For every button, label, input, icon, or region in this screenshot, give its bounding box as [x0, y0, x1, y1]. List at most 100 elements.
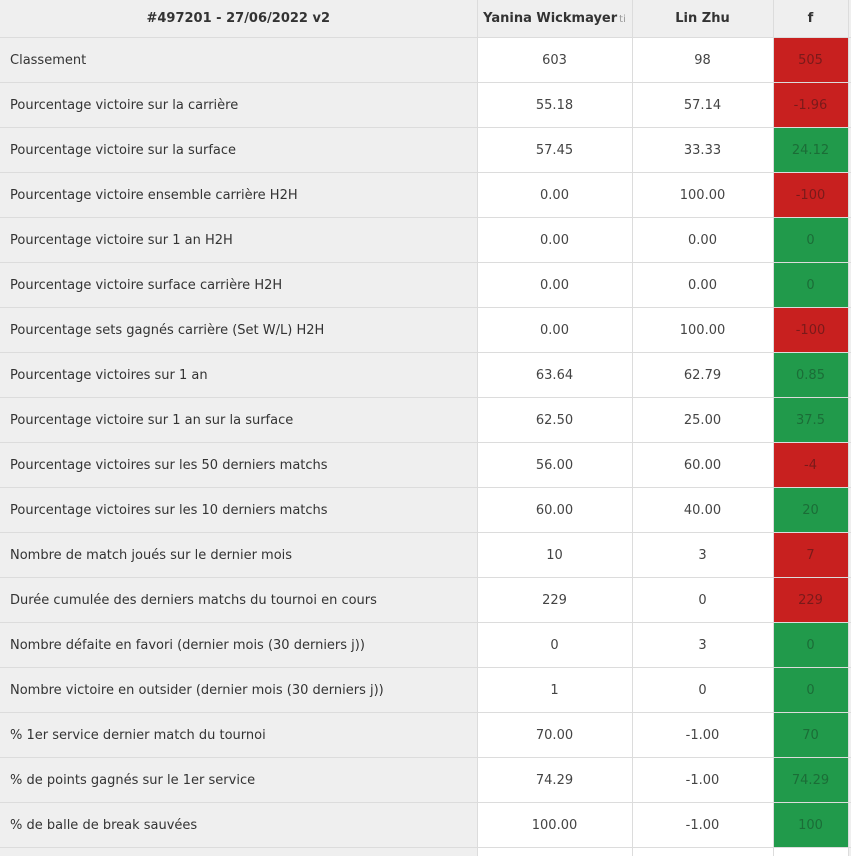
player2-value: 62.79 [632, 353, 773, 398]
row-label: Pourcentage victoire sur 1 an H2H [0, 218, 477, 263]
player1-value: 70.00 [477, 713, 632, 758]
player1-value: 62.50 [477, 398, 632, 443]
row-label: Pourcentage victoires sur 1 an [0, 353, 477, 398]
diff-value: 70 [773, 713, 848, 758]
player2-value: 3 [632, 623, 773, 668]
row-label: Nombre défaite en favori (dernier mois (… [0, 623, 477, 668]
table-row: Nombre victoire en outsider (dernier moi… [0, 668, 851, 713]
player2-value: 100.00 [632, 173, 773, 218]
row-label: Durée cumulée des derniers matchs du tou… [0, 578, 477, 623]
player2-value: 100.00 [632, 308, 773, 353]
player2-value: 57.14 [632, 83, 773, 128]
player2-value: 60.00 [632, 443, 773, 488]
row-label: Pourcentage victoire sur 1 an sur la sur… [0, 398, 477, 443]
player2-value: 0.00 [632, 218, 773, 263]
player2-value: -1.00 [632, 713, 773, 758]
diff-value: -100 [773, 308, 848, 353]
diff-value: 0 [773, 263, 848, 308]
player2-value: 0 [632, 578, 773, 623]
row-label: Nombre victoire en outsider (dernier moi… [0, 668, 477, 713]
diff-value: 0 [773, 668, 848, 713]
player1-value: 603 [477, 38, 632, 83]
table-row-partial [0, 848, 851, 856]
match-title-header: #497201 - 27/06/2022 v2 [0, 0, 477, 38]
player2-value: 98 [632, 38, 773, 83]
table-row: Pourcentage victoires sur les 50 dernier… [0, 443, 851, 488]
player2-value: 25.00 [632, 398, 773, 443]
player2-value: -1.00 [632, 758, 773, 803]
player1-value: 74.29 [477, 758, 632, 803]
header-row: #497201 - 27/06/2022 v2 Yanina Wickmayer… [0, 0, 851, 38]
table-row: Pourcentage victoire ensemble carrière H… [0, 173, 851, 218]
player1-value: 100.00 [477, 803, 632, 848]
diff-value: 0 [773, 623, 848, 668]
player2-value: 33.33 [632, 128, 773, 173]
diff-value: 7 [773, 533, 848, 578]
player2-value: 40.00 [632, 488, 773, 533]
player2-header[interactable]: Lin Zhu [632, 0, 773, 38]
table-row: Pourcentage victoires sur les 10 dernier… [0, 488, 851, 533]
row-label: Pourcentage victoire sur la surface [0, 128, 477, 173]
row-label: Pourcentage victoires sur les 10 dernier… [0, 488, 477, 533]
row-label: Pourcentage victoire surface carrière H2… [0, 263, 477, 308]
player1-value: 229 [477, 578, 632, 623]
diff-value: 229 [773, 578, 848, 623]
diff-value: -4 [773, 443, 848, 488]
diff-value: -1.96 [773, 83, 848, 128]
table-row: Pourcentage sets gagnés carrière (Set W/… [0, 308, 851, 353]
table-row: Pourcentage victoire sur 1 an sur la sur… [0, 398, 851, 443]
player1-value: 0.00 [477, 173, 632, 218]
player1-value: 63.64 [477, 353, 632, 398]
player1-value: 57.45 [477, 128, 632, 173]
player2-name: Lin Zhu [675, 11, 729, 26]
player1-suffix: ti [619, 14, 626, 25]
player1-value: 56.00 [477, 443, 632, 488]
table-row: Nombre défaite en favori (dernier mois (… [0, 623, 851, 668]
player1-value: 55.18 [477, 83, 632, 128]
diff-value: 100 [773, 803, 848, 848]
table-row: Pourcentage victoire surface carrière H2… [0, 263, 851, 308]
player2-value: 3 [632, 533, 773, 578]
diff-value: 0.85 [773, 353, 848, 398]
row-label: % de balle de break sauvées [0, 803, 477, 848]
diff-value: 37.5 [773, 398, 848, 443]
row-label: Pourcentage victoires sur les 50 dernier… [0, 443, 477, 488]
diff-value: 505 [773, 38, 848, 83]
empty-cell [477, 848, 632, 856]
player1-value: 10 [477, 533, 632, 578]
player2-value: 0.00 [632, 263, 773, 308]
diff-value: 0 [773, 218, 848, 263]
diff-label: f [808, 11, 814, 26]
row-label: Pourcentage victoire sur la carrière [0, 83, 477, 128]
player1-value: 0.00 [477, 263, 632, 308]
player1-value: 60.00 [477, 488, 632, 533]
row-label: % de points gagnés sur le 1er service [0, 758, 477, 803]
player1-value: 0.00 [477, 218, 632, 263]
diff-header: f [773, 0, 848, 38]
row-label: % 1er service dernier match du tournoi [0, 713, 477, 758]
empty-cell [773, 848, 848, 856]
empty-cell [632, 848, 773, 856]
diff-value: -100 [773, 173, 848, 218]
player2-value: 0 [632, 668, 773, 713]
player1-value: 1 [477, 668, 632, 713]
row-label: Pourcentage sets gagnés carrière (Set W/… [0, 308, 477, 353]
player1-value: 0.00 [477, 308, 632, 353]
table-row: Nombre de match joués sur le dernier moi… [0, 533, 851, 578]
row-label: Nombre de match joués sur le dernier moi… [0, 533, 477, 578]
player2-value: -1.00 [632, 803, 773, 848]
diff-value: 24.12 [773, 128, 848, 173]
row-label: Pourcentage victoire ensemble carrière H… [0, 173, 477, 218]
row-label: Classement [0, 38, 477, 83]
